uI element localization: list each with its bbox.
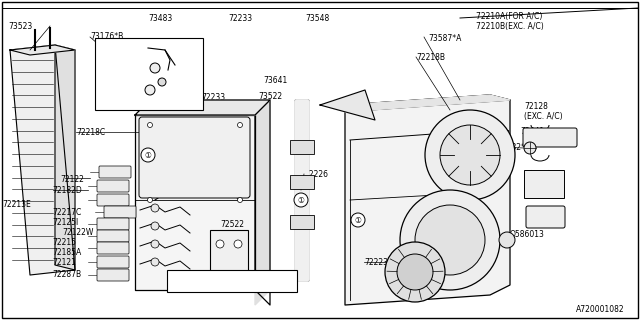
Text: Q586013: Q586013 bbox=[510, 230, 545, 239]
Text: 73176*B: 73176*B bbox=[90, 32, 124, 41]
FancyBboxPatch shape bbox=[97, 256, 129, 268]
Text: (EXC. A/C): (EXC. A/C) bbox=[524, 112, 563, 121]
Circle shape bbox=[151, 240, 159, 248]
Circle shape bbox=[145, 85, 155, 95]
Text: 72233: 72233 bbox=[228, 14, 252, 23]
Text: 72122W: 72122W bbox=[62, 228, 93, 237]
Text: ①: ① bbox=[355, 215, 362, 225]
Text: A720001082: A720001082 bbox=[576, 305, 625, 314]
Text: 73176*A: 73176*A bbox=[110, 93, 143, 102]
Text: ①: ① bbox=[298, 196, 305, 204]
Bar bbox=[290, 175, 314, 189]
FancyBboxPatch shape bbox=[139, 117, 250, 198]
Text: 72218C: 72218C bbox=[76, 128, 105, 137]
Text: 72233: 72233 bbox=[201, 93, 225, 102]
Circle shape bbox=[294, 193, 308, 207]
Text: ⑤: ⑤ bbox=[185, 276, 193, 285]
Circle shape bbox=[499, 232, 515, 248]
FancyBboxPatch shape bbox=[99, 166, 131, 178]
Text: 73548: 73548 bbox=[305, 14, 329, 23]
Text: 72218B: 72218B bbox=[416, 53, 445, 62]
Text: 72173: 72173 bbox=[526, 175, 550, 184]
Circle shape bbox=[141, 148, 155, 162]
FancyBboxPatch shape bbox=[104, 206, 136, 218]
FancyBboxPatch shape bbox=[97, 230, 129, 242]
Bar bbox=[167, 270, 297, 292]
FancyBboxPatch shape bbox=[97, 180, 129, 192]
Polygon shape bbox=[10, 45, 75, 55]
Text: FIG. 730-1: FIG. 730-1 bbox=[113, 52, 152, 61]
Circle shape bbox=[524, 142, 536, 154]
Circle shape bbox=[151, 204, 159, 212]
Text: 73483: 73483 bbox=[148, 14, 172, 23]
Text: 72121: 72121 bbox=[52, 258, 76, 267]
Circle shape bbox=[158, 78, 166, 86]
Text: 73523: 73523 bbox=[8, 22, 32, 31]
Text: 72210A(FOR A/C): 72210A(FOR A/C) bbox=[476, 12, 542, 21]
FancyBboxPatch shape bbox=[97, 269, 129, 281]
Circle shape bbox=[237, 123, 243, 127]
FancyBboxPatch shape bbox=[97, 242, 129, 254]
Circle shape bbox=[440, 125, 500, 185]
Circle shape bbox=[150, 63, 160, 73]
Polygon shape bbox=[320, 90, 375, 120]
Circle shape bbox=[147, 123, 152, 127]
Text: 73522: 73522 bbox=[258, 92, 282, 101]
Text: 73441: 73441 bbox=[520, 127, 544, 136]
FancyBboxPatch shape bbox=[523, 128, 577, 147]
Circle shape bbox=[237, 197, 243, 203]
Bar bbox=[95, 38, 203, 110]
Text: ①: ① bbox=[145, 150, 152, 159]
Circle shape bbox=[151, 222, 159, 230]
FancyBboxPatch shape bbox=[526, 206, 565, 228]
Text: 72215: 72215 bbox=[52, 238, 76, 247]
Circle shape bbox=[216, 240, 224, 248]
Text: 045405121  (20): 045405121 (20) bbox=[201, 276, 265, 285]
Text: 73182*B: 73182*B bbox=[497, 143, 530, 152]
Circle shape bbox=[147, 197, 152, 203]
Text: 72128: 72128 bbox=[524, 102, 548, 111]
Circle shape bbox=[397, 254, 433, 290]
Text: 72182D: 72182D bbox=[52, 186, 82, 195]
Text: 72185A: 72185A bbox=[52, 248, 81, 257]
Polygon shape bbox=[345, 95, 510, 110]
Text: 72223B: 72223B bbox=[364, 258, 393, 267]
Bar bbox=[290, 215, 314, 229]
Bar bbox=[524, 170, 564, 198]
FancyBboxPatch shape bbox=[97, 218, 129, 230]
Text: 73531: 73531 bbox=[124, 78, 148, 87]
Circle shape bbox=[385, 242, 445, 302]
Text: 72226: 72226 bbox=[304, 170, 328, 179]
Circle shape bbox=[415, 205, 485, 275]
Polygon shape bbox=[55, 45, 75, 270]
Bar bbox=[210, 230, 248, 275]
Circle shape bbox=[234, 240, 242, 248]
FancyBboxPatch shape bbox=[97, 194, 129, 206]
Text: 72125I: 72125I bbox=[52, 218, 78, 227]
Text: 73641: 73641 bbox=[263, 76, 287, 85]
Circle shape bbox=[151, 258, 159, 266]
Circle shape bbox=[400, 190, 500, 290]
Text: 72217C: 72217C bbox=[52, 208, 81, 217]
Text: 72122: 72122 bbox=[60, 175, 84, 184]
Text: 72213E: 72213E bbox=[2, 200, 31, 209]
Bar bbox=[290, 140, 314, 154]
Circle shape bbox=[425, 110, 515, 200]
Text: 72252: 72252 bbox=[528, 210, 552, 219]
Polygon shape bbox=[135, 115, 255, 290]
Text: ①: ① bbox=[171, 276, 179, 285]
Circle shape bbox=[351, 213, 365, 227]
Text: 72522: 72522 bbox=[220, 220, 244, 229]
Text: 72210B(EXC. A/C): 72210B(EXC. A/C) bbox=[476, 22, 544, 31]
Polygon shape bbox=[345, 95, 510, 305]
Text: 72287B: 72287B bbox=[52, 270, 81, 279]
Text: ( -00.1): ( -00.1) bbox=[118, 62, 146, 71]
Polygon shape bbox=[10, 45, 75, 275]
Polygon shape bbox=[255, 100, 270, 305]
Polygon shape bbox=[135, 100, 270, 115]
Polygon shape bbox=[295, 100, 308, 280]
Text: 73587*A: 73587*A bbox=[428, 34, 461, 43]
Text: 73520: 73520 bbox=[526, 185, 550, 194]
